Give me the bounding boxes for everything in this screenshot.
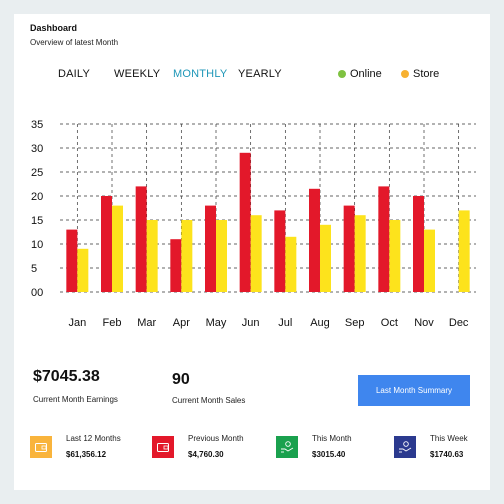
mini-stat-label: Previous Month xyxy=(188,434,244,443)
bar-online-aug xyxy=(309,188,320,292)
bar-store-may xyxy=(216,220,227,292)
bar-store-jan xyxy=(77,248,89,292)
bar-store-apr xyxy=(181,220,193,292)
bar-chart: 00 5 10 15 20 25 30 35 Jan Feb Mar Apr May Jun Jul Aug S… xyxy=(31,119,476,329)
bar-store-sep xyxy=(354,215,366,292)
x-tick-label: Aug xyxy=(310,317,330,329)
bar-online-mar xyxy=(135,186,147,292)
legend-store-label: Store xyxy=(413,68,440,80)
x-tick-label: May xyxy=(206,317,227,329)
bar-store-feb xyxy=(112,205,123,292)
x-tick-label: Apr xyxy=(173,317,190,329)
mini-stat-value: $1740.63 xyxy=(430,450,464,459)
legend-online: Online xyxy=(338,68,382,80)
y-tick-label: 20 xyxy=(31,191,43,203)
bar-online-apr xyxy=(170,239,182,292)
wallet-icon xyxy=(152,436,174,458)
bar-online-jul xyxy=(274,210,286,292)
y-tick-label: 30 xyxy=(31,143,43,155)
x-tick-label: Mar xyxy=(137,317,156,329)
x-tick-label: Dec xyxy=(449,317,469,329)
wallet-icon xyxy=(30,436,52,458)
tab-weekly[interactable]: WEEKLY xyxy=(114,68,161,80)
bar-online-oct xyxy=(378,186,390,292)
mini-stat-label: Last 12 Months xyxy=(66,434,121,443)
tab-monthly[interactable]: MONTHLY xyxy=(173,68,228,80)
legend-online-dot xyxy=(338,70,346,78)
legend-store: Store xyxy=(401,68,439,80)
x-tick-label: Feb xyxy=(103,317,122,329)
bar-store-jun xyxy=(250,215,262,292)
dashboard-card: Dashboard Overview of latest Month DAILY… xyxy=(14,14,490,490)
bar-online-may xyxy=(205,205,216,292)
sales-label: Current Month Sales xyxy=(172,396,246,405)
legend-online-label: Online xyxy=(350,68,382,80)
mini-stat-label: This Month xyxy=(312,434,352,443)
mini-stat-value: $3015.40 xyxy=(312,450,346,459)
hand-money-icon xyxy=(394,436,416,458)
x-tick-label: Nov xyxy=(414,317,434,329)
bar-store-aug xyxy=(320,224,331,292)
bar-online-jan xyxy=(66,229,78,292)
bar-store-mar xyxy=(146,220,158,292)
page-subtitle: Overview of latest Month xyxy=(30,38,119,47)
bar-online-feb xyxy=(101,196,112,292)
mini-stat-value: $4,760.30 xyxy=(188,450,224,459)
earnings-value: $7045.38 xyxy=(33,368,100,385)
bar-store-oct xyxy=(389,220,401,292)
x-tick-label: Oct xyxy=(381,317,398,329)
y-tick-label: 10 xyxy=(31,239,43,251)
bar-store-nov xyxy=(424,229,435,292)
bar-online-nov xyxy=(413,196,424,292)
y-tick-label: 00 xyxy=(31,287,43,299)
period-tabs: DAILY WEEKLY MONTHLY YEARLY Online Store xyxy=(14,68,490,84)
page-title: Dashboard xyxy=(30,23,78,33)
y-tick-label: 5 xyxy=(31,263,37,275)
tab-daily[interactable]: DAILY xyxy=(58,68,90,80)
mini-stat-value: $61,356.12 xyxy=(66,450,107,459)
x-tick-label: Sep xyxy=(345,317,365,329)
x-tick-label: Jul xyxy=(278,317,292,329)
x-tick-label: Jun xyxy=(242,317,260,329)
y-tick-label: 35 xyxy=(31,119,43,131)
x-tick-label: Jan xyxy=(68,317,86,329)
sales-value: 90 xyxy=(172,371,190,388)
bar-online-jun xyxy=(239,152,251,292)
y-tick-label: 15 xyxy=(31,215,43,227)
legend-store-dot xyxy=(401,70,409,78)
mini-stat-label: This Week xyxy=(430,434,468,443)
y-tick-label: 25 xyxy=(31,167,43,179)
hand-money-icon xyxy=(276,436,298,458)
last-month-summary-button[interactable]: Last Month Summary xyxy=(358,375,470,406)
bar-store-dec xyxy=(458,210,470,292)
bar-online-sep xyxy=(343,205,355,292)
earnings-label: Current Month Earnings xyxy=(33,395,118,404)
tab-yearly[interactable]: YEARLY xyxy=(238,68,282,80)
bar-store-jul xyxy=(285,236,297,292)
